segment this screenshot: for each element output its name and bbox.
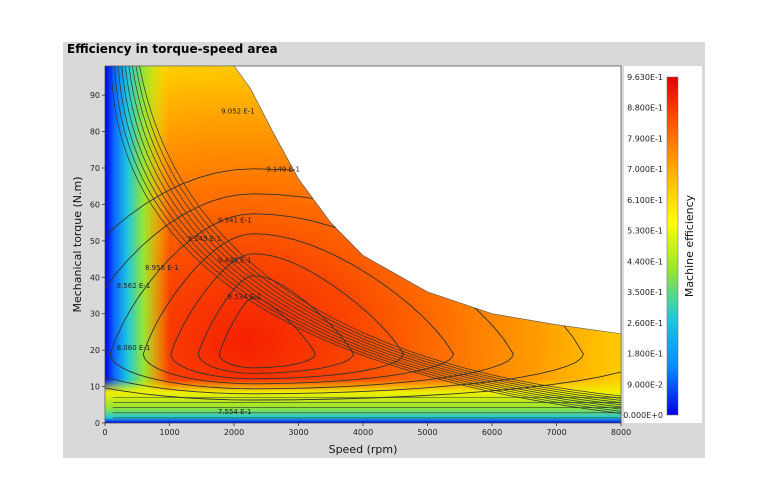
y-tick-label: 90	[90, 91, 100, 100]
contour-line	[197, 275, 355, 374]
x-tick-label: 7000	[546, 428, 566, 437]
colorbar-tick-label: 6.100E-1	[627, 196, 663, 205]
colorbar-tick-label: 0.000E+0	[623, 411, 663, 420]
contour-label: 8.060 E-1	[117, 344, 151, 352]
colorbar-tick-label: 9.630E-1	[627, 73, 663, 82]
y-tick-label: 0	[95, 419, 100, 428]
colorbar-tick-label: 8.800E-1	[627, 104, 663, 113]
x-tick-label: 3000	[288, 428, 308, 437]
colorbar: 9.630E-1 8.800E-1 7.900E-1 7.000E-1 6.100E-1…	[623, 66, 702, 423]
contour-label: 9.245 E-1	[188, 235, 222, 243]
contour-label: 9.534 E-1	[228, 293, 262, 301]
chart-panel: Efficiency in torque-speed area	[63, 42, 705, 458]
y-tick-label: 60	[90, 200, 100, 209]
colorbar-tick-label: 1.800E-1	[627, 350, 663, 359]
x-tick-label: 6000	[482, 428, 502, 437]
contour-line	[142, 233, 455, 385]
colorbar-label: Machine efficiency	[683, 194, 696, 297]
colorbar-tick-label: 7.000E-1	[627, 165, 663, 174]
y-axis-label: Mechanical torque (N.m)	[71, 176, 84, 312]
contour-line	[110, 66, 621, 414]
contour-label: 7.554 E-1	[218, 408, 252, 416]
max-torque-curve	[105, 66, 621, 423]
contour-line	[121, 66, 621, 408]
colorbar-tick-label: 4.400E-1	[627, 257, 663, 266]
colorbar-tick-label: 3.500E-1	[627, 288, 663, 297]
contour-line	[128, 66, 621, 403]
y-tick-label: 10	[90, 383, 100, 392]
contour-line	[132, 66, 621, 401]
chart-title: Efficiency in torque-speed area	[67, 42, 278, 56]
contour-label: 9.052 E-1	[221, 107, 255, 115]
x-tick-label: 2000	[224, 428, 244, 437]
x-axis-label: Speed (rpm)	[329, 443, 398, 456]
contour-line	[139, 66, 621, 397]
y-tick-label: 20	[90, 346, 100, 355]
contour-label: 9.149 E-1	[266, 166, 300, 174]
contour-line	[117, 66, 621, 410]
x-tick-label: 1000	[159, 428, 179, 437]
contour-line	[124, 66, 621, 406]
y-tick-label: 50	[90, 237, 100, 246]
contour-line	[135, 66, 621, 399]
colorbar-tick-label: 2.600E-1	[627, 319, 663, 328]
efficiency-region	[105, 66, 621, 423]
colorbar-background	[624, 66, 702, 423]
colorbar-scale	[666, 76, 679, 416]
contour-label: 9.438 E-1	[218, 257, 252, 265]
contour-label: 8.562 E-1	[117, 282, 151, 290]
contour-label: 9.341 E-1	[218, 217, 252, 225]
x-tick-label: 0	[102, 428, 107, 437]
x-tick-label: 5000	[417, 428, 437, 437]
y-tick-label: 70	[90, 164, 100, 173]
y-tick-label: 40	[90, 273, 100, 282]
x-tick-label: 4000	[353, 428, 373, 437]
contour-label: 8.956 E-1	[145, 264, 179, 272]
contour-line	[114, 66, 621, 412]
colorbar-tick-label: 7.900E-1	[627, 134, 663, 143]
y-tick-label: 80	[90, 128, 100, 137]
x-tick-label: 8000	[611, 428, 631, 437]
contour-line	[170, 253, 405, 380]
y-tick-label: 30	[90, 310, 100, 319]
efficiency-map-chart: 9.052 E-1 9.149 E-1 9.341 E-1 9.245 E-1 9.43…	[71, 65, 702, 456]
colorbar-tick-label: 5.300E-1	[627, 227, 663, 236]
colorbar-tick-label: 9.000E-2	[627, 380, 663, 389]
